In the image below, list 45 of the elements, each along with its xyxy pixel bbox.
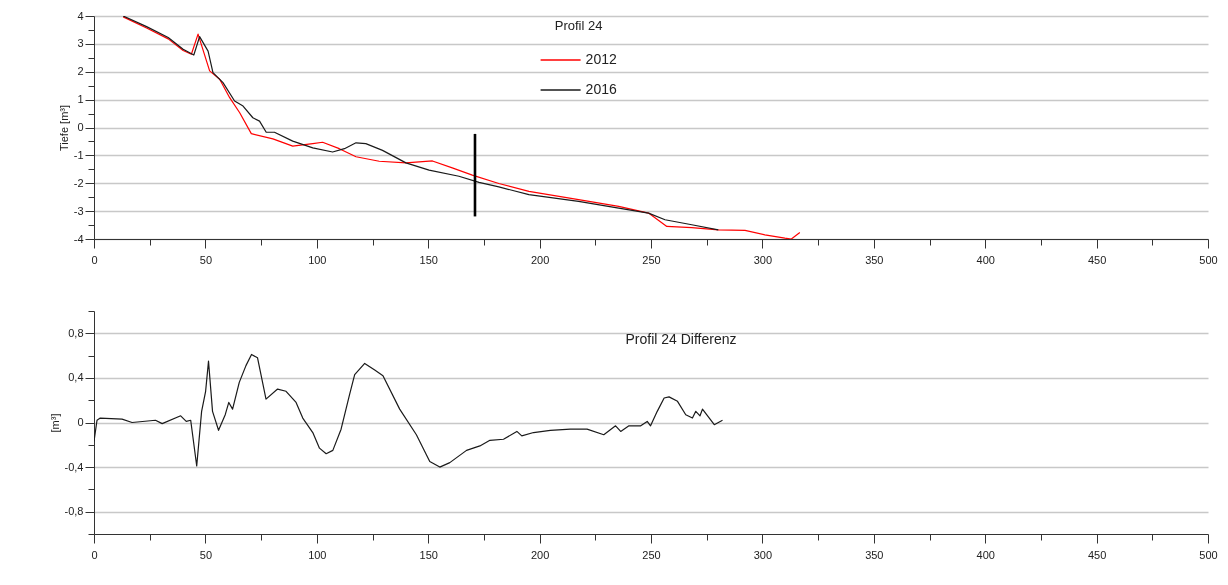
x-tick-label: 500 (1199, 548, 1218, 561)
x-tick-label: 50 (199, 253, 213, 266)
x-tick-label: 400 (976, 253, 995, 266)
x-tick-label: 50 (199, 548, 213, 561)
x-tick-label: 150 (419, 548, 438, 561)
y-tick-label: 0,8 (68, 326, 84, 339)
x-tick-label: 350 (865, 253, 884, 266)
y-tick-label: -1 (73, 148, 84, 161)
x-tick-label: 300 (753, 253, 773, 266)
y-tick-label: -3 (73, 204, 84, 217)
x-tick-label: 500 (1199, 253, 1218, 266)
legend-title: Profil 24 (554, 18, 603, 33)
y-tick-label: -0,4 (64, 460, 84, 473)
y-axis-title: [m³] (48, 413, 61, 433)
legend-label: 2016 (585, 81, 617, 97)
x-tick-label: 0 (91, 548, 98, 561)
y-tick-label: 1 (77, 93, 84, 106)
x-tick-label: 250 (642, 253, 661, 266)
y-tick-label: 2 (77, 65, 84, 78)
y-tick-label: -2 (73, 176, 84, 189)
x-tick-label: 250 (642, 548, 661, 561)
x-tick-label: 0 (91, 253, 98, 266)
x-tick-label: 350 (865, 548, 884, 561)
y-tick-label: -0,8 (64, 505, 84, 518)
line-series (122, 16, 719, 231)
line-series (122, 16, 801, 239)
x-tick-label: 450 (1087, 548, 1107, 561)
legend-label: 2012 (585, 51, 617, 67)
y-tick-label: 4 (77, 9, 84, 22)
text: Profil 24 Differenz (625, 331, 737, 347)
x-tick-label: 300 (753, 548, 773, 561)
y-tick-label: 0 (77, 416, 84, 428)
y-axis-title: Tiefe [m³] (57, 104, 70, 152)
x-tick-label: 400 (976, 548, 995, 561)
line-series (94, 353, 724, 468)
x-tick-label: 450 (1087, 253, 1107, 266)
x-tick-label: 200 (530, 548, 550, 561)
y-tick-label: -4 (73, 232, 84, 245)
x-tick-label: 100 (308, 548, 327, 561)
y-tick-label: 0 (77, 121, 84, 133)
x-tick-label: 150 (419, 253, 438, 266)
y-tick-label: 3 (77, 37, 84, 50)
x-tick-label: 100 (308, 253, 327, 266)
y-tick-label: 0,4 (68, 371, 84, 384)
x-tick-label: 200 (530, 253, 550, 266)
